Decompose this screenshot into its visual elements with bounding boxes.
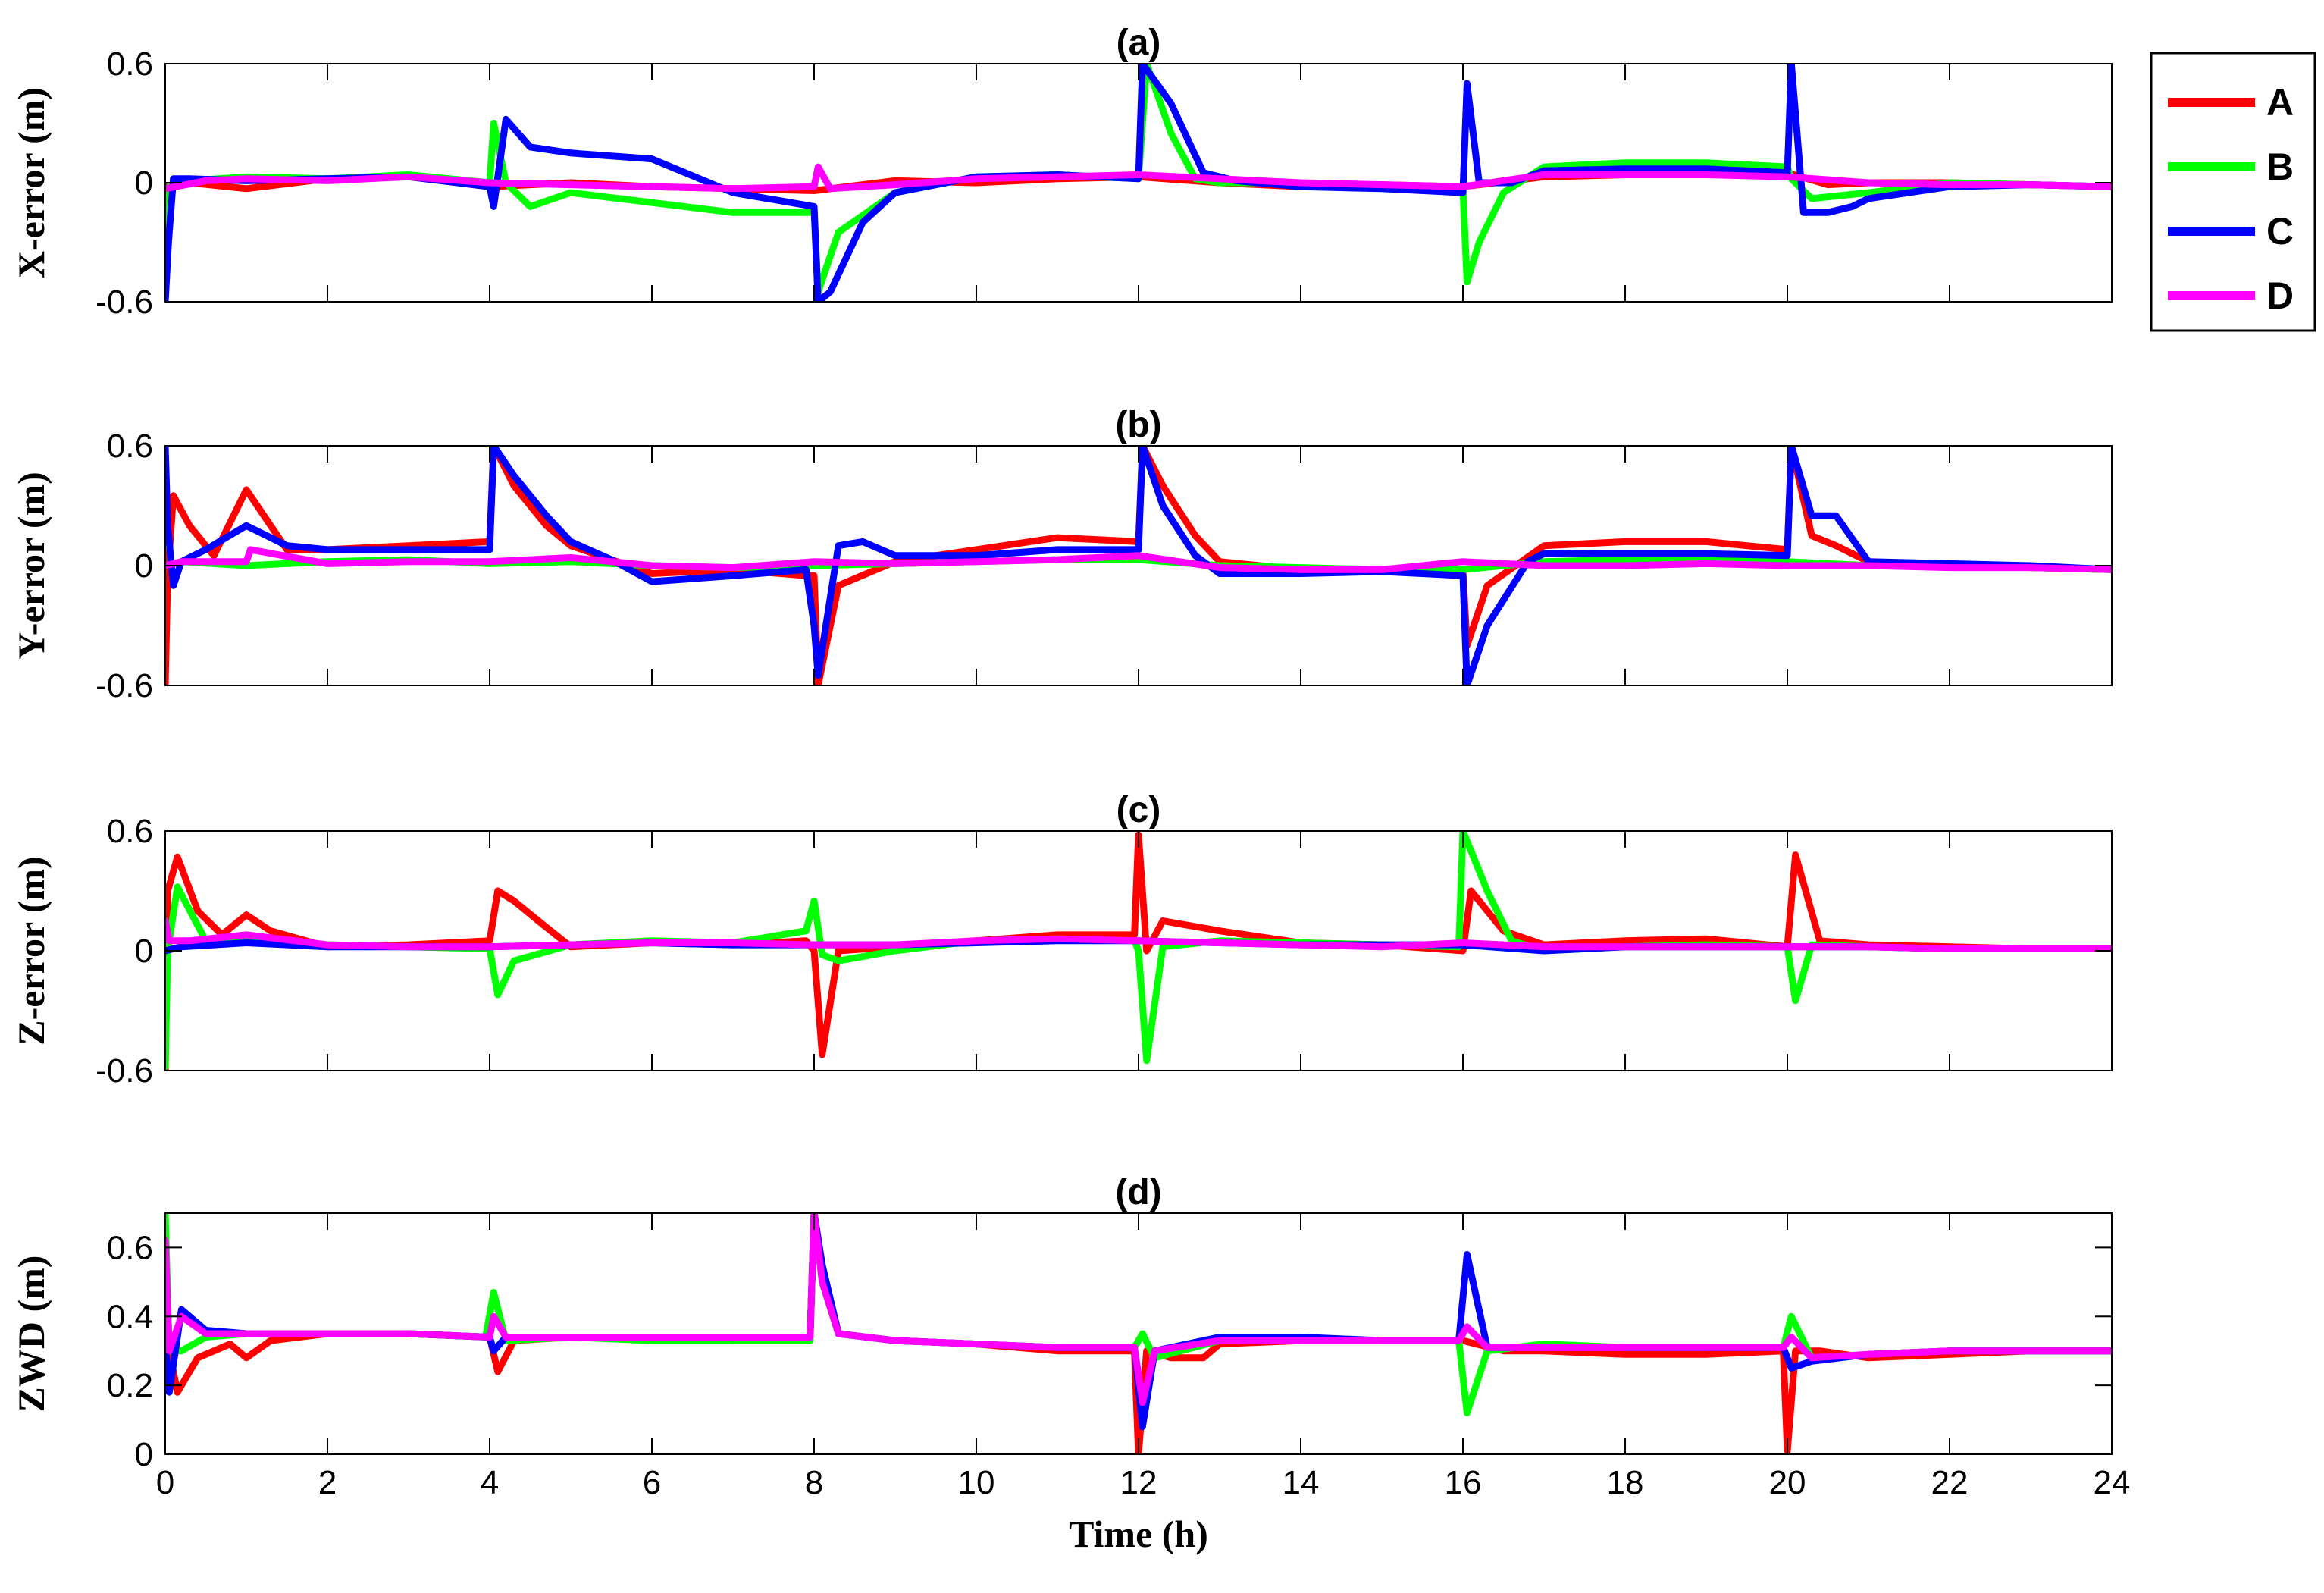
series-line-a-d xyxy=(165,163,2112,193)
legend: A B C D xyxy=(2150,52,2316,332)
y-tick-label-c-2: 0.6 xyxy=(107,813,153,850)
series-group-d xyxy=(165,1213,2112,1454)
y-axis-label-a: X-error (m) xyxy=(10,87,52,278)
series-group-a xyxy=(165,64,2112,302)
panels: -0.6 0 0.6 (a) X-error (m) -0.6 0 0.6 (b) Y-error… xyxy=(10,23,2130,1555)
panel-title-c: (c) xyxy=(1117,790,1161,830)
series-line-b-d xyxy=(165,546,2112,573)
legend-label-a: A xyxy=(2266,81,2294,124)
panel-b: -0.6 0 0.6 (b) Y-error (m) xyxy=(10,405,2113,704)
x-tick-label-d-3: 6 xyxy=(643,1464,661,1501)
y-tick-label-a-1: 0 xyxy=(135,165,153,202)
x-tick-label-d-1: 2 xyxy=(318,1464,337,1501)
legend-entry-b: B xyxy=(2168,146,2294,188)
series-line-b-c xyxy=(165,446,2112,685)
panel-title-a: (a) xyxy=(1117,23,1161,63)
legend-label-b: B xyxy=(2266,146,2294,188)
x-tick-label-d-7: 14 xyxy=(1283,1464,1320,1501)
x-tick-label-d-11: 22 xyxy=(1931,1464,1969,1501)
y-tick-label-c-0: -0.6 xyxy=(96,1052,153,1090)
legend-label-d: D xyxy=(2266,274,2294,317)
y-tick-label-b-2: 0.6 xyxy=(107,428,153,465)
x-tick-label-d-6: 12 xyxy=(1120,1464,1157,1501)
x-tick-label-d-0: 0 xyxy=(156,1464,174,1501)
panel-a: -0.6 0 0.6 (a) X-error (m) xyxy=(10,23,2113,321)
x-axis-label-d: Time (h) xyxy=(1069,1513,1208,1555)
y-tick-label-b-0: -0.6 xyxy=(96,667,153,704)
series-line-d-d xyxy=(165,1213,2112,1406)
x-tick-label-d-10: 20 xyxy=(1769,1464,1806,1501)
legend-entry-a: A xyxy=(2168,81,2294,124)
series-line-c-d xyxy=(165,917,2112,952)
y-tick-label-a-2: 0.6 xyxy=(107,45,153,83)
x-tick-label-d-5: 10 xyxy=(958,1464,995,1501)
series-group-b xyxy=(165,446,2112,685)
legend-label-c: C xyxy=(2266,210,2294,252)
y-tick-label-d-3: 0.6 xyxy=(107,1229,153,1266)
x-tick-label-d-12: 24 xyxy=(2094,1464,2131,1501)
y-tick-label-d-0: 0 xyxy=(135,1436,153,1473)
y-axis-label-b: Y-error (m) xyxy=(10,472,52,660)
x-tick-label-d-4: 8 xyxy=(805,1464,823,1501)
y-tick-label-b-1: 0 xyxy=(135,547,153,585)
panel-title-b: (b) xyxy=(1115,405,1161,445)
y-tick-label-a-0: -0.6 xyxy=(96,284,153,321)
legend-entry-d: D xyxy=(2168,274,2294,317)
x-tick-label-d-2: 4 xyxy=(481,1464,499,1501)
series-group-c xyxy=(165,831,2112,1071)
y-axis-label-d: ZWD (m) xyxy=(10,1256,52,1413)
series-line-a-c xyxy=(165,64,2112,302)
legend-entry-c: C xyxy=(2168,210,2294,252)
panel-title-d: (d) xyxy=(1115,1172,1161,1212)
panel-c: -0.6 0 0.6 (c) Z-error (m) xyxy=(10,790,2113,1090)
x-tick-label-d-8: 16 xyxy=(1445,1464,1482,1501)
y-axis-label-c: Z-error (m) xyxy=(10,856,52,1045)
x-tick-label-d-9: 18 xyxy=(1607,1464,1644,1501)
y-tick-label-d-2: 0.4 xyxy=(107,1298,153,1335)
y-tick-label-c-1: 0 xyxy=(135,933,153,970)
y-tick-label-d-1: 0.2 xyxy=(107,1367,153,1404)
